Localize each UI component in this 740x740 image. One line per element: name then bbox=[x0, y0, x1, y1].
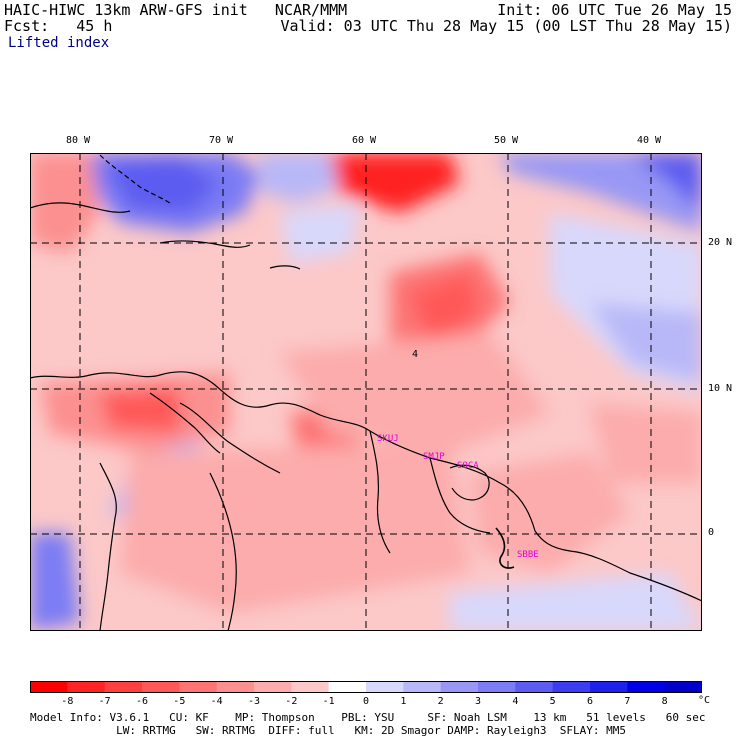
colorbar-tick-label: -8 bbox=[61, 696, 74, 707]
model-info-line1: Model Info: V3.6.1 CU: KF MP: Thompson P… bbox=[30, 711, 706, 724]
colorbar-tick-label: -5 bbox=[173, 696, 186, 707]
init-time: Init: 06 UTC Tue 26 May 15 bbox=[497, 1, 732, 19]
station-sbbe: SBBE bbox=[517, 550, 539, 560]
colorbar-swatch bbox=[403, 681, 442, 693]
colorbar-tick-label: 8 bbox=[661, 696, 668, 707]
contour-label: 4 bbox=[412, 349, 418, 360]
colorbar-tick-label: -3 bbox=[247, 696, 261, 707]
colorbar-tick-label: 5 bbox=[549, 696, 556, 707]
valid-time: Valid: 03 UTC Thu 28 May 15 (00 LST Thu … bbox=[280, 17, 732, 35]
colorbar-tick-label: -6 bbox=[135, 696, 149, 707]
station-labels: SKUJ SMJP SOCA SBBE bbox=[377, 434, 539, 560]
french-guiana-outline bbox=[449, 464, 490, 501]
lon-label-80w: 80 W bbox=[66, 135, 91, 146]
lon-label-60w: 60 W bbox=[352, 135, 377, 146]
lifted-index-map: 4 SKUJ SMJP SOCA SBBE bbox=[30, 153, 702, 631]
colorbar-swatch bbox=[291, 681, 330, 693]
puerto-rico-coast bbox=[269, 265, 301, 270]
colorbar-tick-label: -1 bbox=[322, 696, 335, 707]
colorbar-swatch bbox=[142, 681, 180, 693]
lat-lon-grid bbox=[30, 153, 702, 631]
lon-label-40w: 40 W bbox=[637, 135, 662, 146]
colorbar-tick-label: -7 bbox=[98, 696, 111, 707]
colorbar-tick-label: 7 bbox=[624, 696, 631, 707]
colorbar-tick-label: -4 bbox=[210, 696, 223, 707]
station-smjp: SMJP bbox=[423, 452, 445, 462]
colorbar-frame bbox=[30, 681, 702, 693]
map-frame bbox=[30, 153, 702, 631]
venezuela-border bbox=[179, 402, 281, 474]
colorbar-swatch bbox=[515, 681, 554, 693]
lon-label-50w: 50 W bbox=[494, 135, 519, 146]
colorbar-tick-label: -2 bbox=[285, 696, 298, 707]
colorbar-swatch bbox=[254, 681, 292, 693]
bahamas-coast bbox=[99, 154, 171, 204]
model-info-line2: LW: RRTMG SW: RRTMG DIFF: full KM: 2D Sm… bbox=[30, 724, 627, 737]
colorbar-swatch bbox=[440, 681, 479, 693]
station-skuj: SKUJ bbox=[377, 434, 399, 444]
amazon-mouth bbox=[495, 527, 515, 569]
colorbar-swatch bbox=[216, 681, 255, 693]
colorbar-tick-label: 4 bbox=[512, 696, 519, 707]
colorbar-swatch bbox=[30, 681, 68, 693]
colorbar-swatch bbox=[590, 681, 628, 693]
colorbar-swatch bbox=[179, 681, 218, 693]
colorbar-swatch bbox=[627, 681, 666, 693]
colorbar-tick-label: 3 bbox=[474, 696, 482, 707]
model-title: HAIC-HIWC 13km ARW-GFS init NCAR/MMM bbox=[4, 1, 348, 19]
field-name: Lifted index bbox=[8, 35, 110, 51]
magdalena-valley bbox=[149, 392, 221, 454]
suriname-border bbox=[429, 457, 491, 534]
colorbar-tick-label: 1 bbox=[400, 696, 407, 707]
andes-west-coast bbox=[99, 462, 117, 631]
lat-label-20n: 20 N bbox=[708, 237, 733, 248]
station-soca: SOCA bbox=[457, 461, 479, 471]
forecast-hour: Fcst: 45 h bbox=[4, 17, 113, 35]
colorbar-tick-label: 2 bbox=[437, 696, 444, 707]
colorbar-swatch bbox=[366, 681, 404, 693]
colorbar-swatch bbox=[328, 681, 367, 693]
colorbar-unit: °C bbox=[698, 695, 711, 706]
colorbar-swatch bbox=[664, 681, 702, 693]
lon-label-70w: 70 W bbox=[209, 135, 234, 146]
lat-label-10n: 10 N bbox=[708, 383, 733, 394]
colorbar-swatch bbox=[67, 681, 106, 693]
guyana-border bbox=[369, 430, 391, 554]
lat-label-0: 0 bbox=[708, 527, 715, 538]
south-america-coast bbox=[30, 371, 536, 532]
colorbar-swatch bbox=[104, 681, 143, 693]
colorbar-swatch bbox=[552, 681, 591, 693]
colorbar-swatch bbox=[478, 681, 516, 693]
colorbar bbox=[30, 681, 702, 693]
hispaniola-coast bbox=[159, 240, 251, 248]
colorbar-tick-label: 6 bbox=[586, 696, 594, 707]
colorbar-tick-label: 0 bbox=[362, 696, 370, 707]
brazil-coast bbox=[534, 530, 702, 602]
